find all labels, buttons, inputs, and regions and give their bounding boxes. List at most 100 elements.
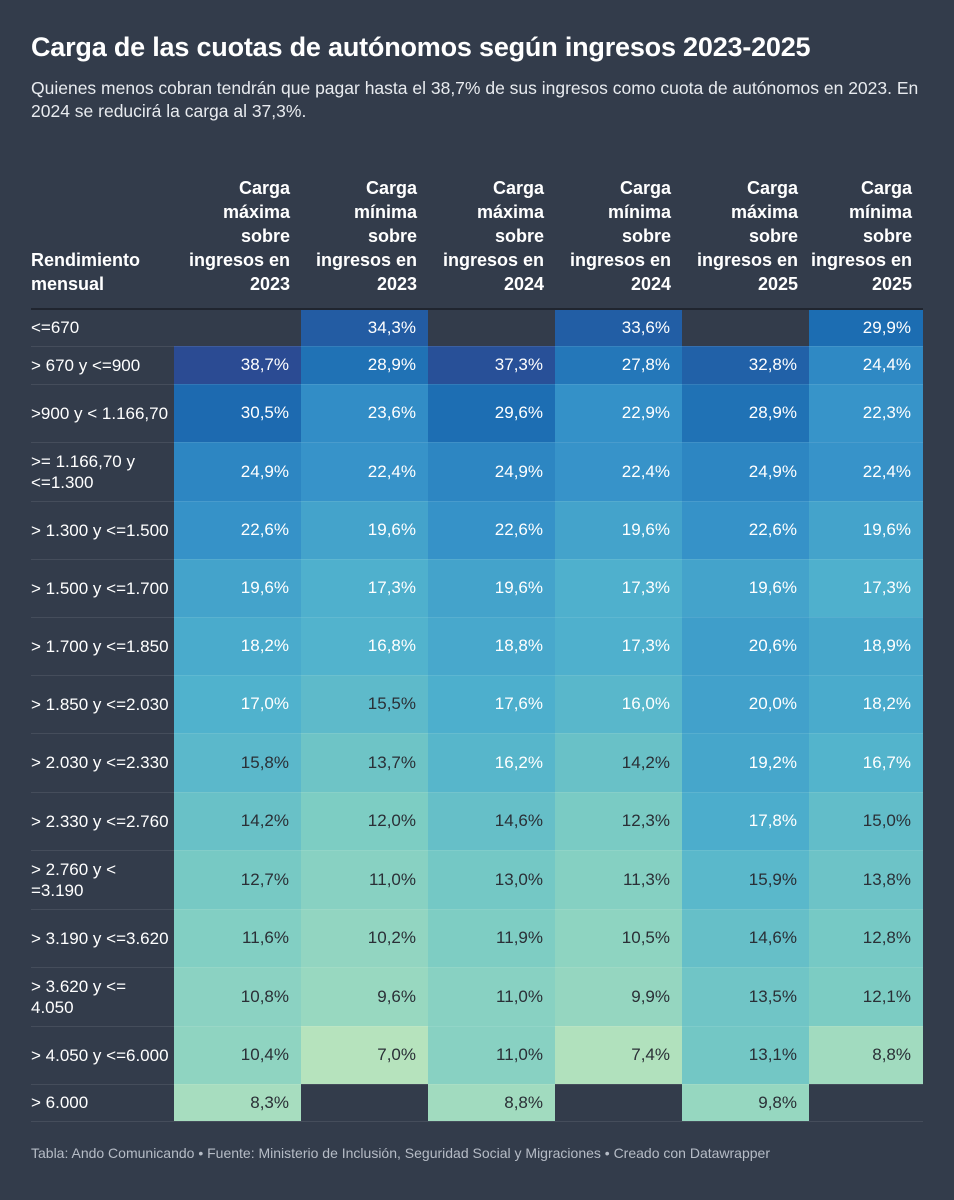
heat-cell: 14,2%	[555, 733, 682, 793]
table-row: > 670 y <=900 38,7% 28,9% 37,3% 27,8% 32,8% 24…	[31, 346, 923, 385]
row-label: >= 1.166,70 y <=1.300	[31, 442, 174, 502]
column-header: Carga mínima sobre ingresos en 2025	[809, 160, 923, 310]
heat-cell: 9,8%	[682, 1084, 809, 1122]
heat-cell: 19,6%	[682, 559, 809, 618]
row-label: > 2.030 y <=2.330	[31, 733, 174, 793]
heat-cell: 17,3%	[301, 559, 428, 618]
heat-cell	[301, 1084, 428, 1122]
heat-cell: 16,0%	[555, 675, 682, 734]
heat-cell: 17,0%	[174, 675, 301, 734]
heat-cell: 11,3%	[555, 850, 682, 910]
heat-cell: 19,6%	[555, 501, 682, 560]
table-row: > 1.700 y <=1.850 18,2% 16,8% 18,8% 17,3% 20,…	[31, 617, 923, 676]
row-header-label: Rendimiento mensual	[31, 160, 174, 310]
heat-cell: 13,5%	[682, 967, 809, 1027]
heatmap-table: Rendimiento mensual Carga máxima sobre i…	[31, 160, 923, 1122]
heat-cell: 24,9%	[174, 442, 301, 502]
heat-cell: 32,8%	[682, 346, 809, 385]
heat-cell: 17,8%	[682, 792, 809, 851]
heat-cell: 19,6%	[428, 559, 555, 618]
heat-cell: 9,9%	[555, 967, 682, 1027]
row-label: > 1.300 y <=1.500	[31, 501, 174, 560]
table-row: > 4.050 y <=6.000 10,4% 7,0% 11,0% 7,4% 13,1%…	[31, 1026, 923, 1085]
heat-cell: 22,9%	[555, 384, 682, 443]
heat-cell: 14,2%	[174, 792, 301, 851]
row-label: > 3.620 y <= 4.050	[31, 967, 174, 1027]
heat-cell: 13,7%	[301, 733, 428, 793]
header-row: Rendimiento mensual Carga máxima sobre i…	[31, 160, 923, 310]
heat-cell: 22,4%	[555, 442, 682, 502]
heat-cell: 17,6%	[428, 675, 555, 734]
heat-cell: 15,5%	[301, 675, 428, 734]
heat-cell: 15,0%	[809, 792, 923, 851]
heat-cell: 11,0%	[301, 850, 428, 910]
heat-cell: 13,0%	[428, 850, 555, 910]
row-label: > 1.850 y <=2.030	[31, 675, 174, 734]
heat-cell: 22,3%	[809, 384, 923, 443]
heat-cell: 10,5%	[555, 909, 682, 968]
row-label: > 3.190 y <=3.620	[31, 909, 174, 968]
column-header: Carga mínima sobre ingresos en 2023	[301, 160, 428, 310]
heat-cell: 11,0%	[428, 967, 555, 1027]
heat-cell: 17,3%	[555, 559, 682, 618]
table-row: > 1.500 y <=1.700 19,6% 17,3% 19,6% 17,3% 19,…	[31, 559, 923, 618]
heat-cell: 19,6%	[301, 501, 428, 560]
heat-cell	[682, 309, 809, 347]
heat-cell: 15,8%	[174, 733, 301, 793]
heat-cell: 12,8%	[809, 909, 923, 968]
row-label: >900 y < 1.166,70	[31, 384, 174, 443]
table-row: > 6.000 8,3% 8,8% 9,8%	[31, 1084, 923, 1122]
heat-cell	[428, 309, 555, 347]
heat-cell: 14,6%	[428, 792, 555, 851]
column-header: Carga máxima sobre ingresos en 2024	[428, 160, 555, 310]
row-label: > 1.700 y <=1.850	[31, 617, 174, 676]
row-label: > 2.760 y < =3.190	[31, 850, 174, 910]
table-row: > 3.190 y <=3.620 11,6% 10,2% 11,9% 10,5% 14,…	[31, 909, 923, 968]
heat-cell: 11,9%	[428, 909, 555, 968]
heat-cell: 12,3%	[555, 792, 682, 851]
heat-cell: 12,0%	[301, 792, 428, 851]
heat-cell: 15,9%	[682, 850, 809, 910]
heat-cell: 18,2%	[809, 675, 923, 734]
heat-cell: 19,6%	[174, 559, 301, 618]
heat-cell: 24,4%	[809, 346, 923, 385]
heat-cell: 24,9%	[682, 442, 809, 502]
heat-cell: 10,2%	[301, 909, 428, 968]
heat-cell: 38,7%	[174, 346, 301, 385]
heat-cell: 29,9%	[809, 309, 923, 347]
heat-cell: 23,6%	[301, 384, 428, 443]
heat-cell	[174, 309, 301, 347]
heat-cell: 22,4%	[809, 442, 923, 502]
table-row: >900 y < 1.166,70 30,5% 23,6% 29,6% 22,9% 28,…	[31, 384, 923, 443]
heat-cell: 33,6%	[555, 309, 682, 347]
heat-cell: 12,1%	[809, 967, 923, 1027]
heat-cell: 22,6%	[428, 501, 555, 560]
heat-cell: 19,2%	[682, 733, 809, 793]
heat-cell: 10,4%	[174, 1026, 301, 1085]
heat-cell: 16,8%	[301, 617, 428, 676]
heat-cell: 11,0%	[428, 1026, 555, 1085]
heat-cell: 22,6%	[682, 501, 809, 560]
heat-cell: 8,8%	[428, 1084, 555, 1122]
row-label: > 670 y <=900	[31, 346, 174, 385]
heat-cell: 37,3%	[428, 346, 555, 385]
heat-cell: 20,0%	[682, 675, 809, 734]
heat-cell: 9,6%	[301, 967, 428, 1027]
heat-cell: 22,6%	[174, 501, 301, 560]
heat-cell: 8,8%	[809, 1026, 923, 1085]
heat-cell: 7,0%	[301, 1026, 428, 1085]
table-row: > 1.300 y <=1.500 22,6% 19,6% 22,6% 19,6% 22,…	[31, 501, 923, 560]
table-row: >= 1.166,70 y <=1.300 24,9% 22,4% 24,9% 22,4…	[31, 442, 923, 502]
heat-cell: 22,4%	[301, 442, 428, 502]
table-row: <=670 34,3% 33,6% 29,9%	[31, 309, 923, 347]
heat-cell: 24,9%	[428, 442, 555, 502]
heat-cell: 30,5%	[174, 384, 301, 443]
heat-cell: 11,6%	[174, 909, 301, 968]
chart-title: Carga de las cuotas de autónomos según i…	[31, 32, 811, 62]
heat-cell: 8,3%	[174, 1084, 301, 1122]
table-row: > 3.620 y <= 4.050 10,8% 9,6% 11,0% 9,9% 13,5…	[31, 967, 923, 1027]
heat-cell: 29,6%	[428, 384, 555, 443]
chart-subtitle: Quienes menos cobran tendrán que pagar h…	[31, 78, 919, 121]
heat-cell: 20,6%	[682, 617, 809, 676]
heat-cell: 34,3%	[301, 309, 428, 347]
